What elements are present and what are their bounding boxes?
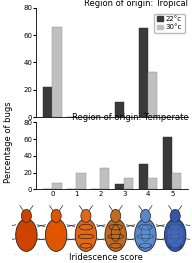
- Ellipse shape: [105, 219, 126, 251]
- Bar: [172, 173, 181, 189]
- Ellipse shape: [81, 209, 91, 222]
- Ellipse shape: [51, 209, 61, 222]
- Bar: [43, 87, 52, 117]
- Bar: [148, 72, 157, 117]
- Ellipse shape: [165, 219, 186, 251]
- Bar: [100, 168, 109, 189]
- Bar: [52, 184, 62, 189]
- Text: Region of origin: Tropical: Region of origin: Tropical: [84, 0, 188, 8]
- Bar: [52, 27, 62, 117]
- Ellipse shape: [111, 209, 121, 222]
- Ellipse shape: [16, 219, 37, 251]
- Ellipse shape: [140, 209, 151, 222]
- Bar: [124, 178, 133, 189]
- Ellipse shape: [168, 223, 183, 247]
- Ellipse shape: [138, 223, 153, 247]
- Bar: [148, 178, 157, 189]
- Bar: [115, 184, 124, 189]
- Text: Percentage of bugs: Percentage of bugs: [4, 101, 13, 183]
- Ellipse shape: [21, 209, 31, 222]
- Text: Region of origin: Temperate: Region of origin: Temperate: [72, 113, 188, 122]
- Ellipse shape: [46, 219, 67, 251]
- Bar: [115, 102, 124, 117]
- Bar: [76, 173, 85, 189]
- Bar: [163, 137, 172, 189]
- Ellipse shape: [135, 219, 156, 251]
- Bar: [139, 164, 148, 189]
- Bar: [139, 28, 148, 117]
- Ellipse shape: [166, 221, 184, 249]
- Text: Iridescence score: Iridescence score: [69, 254, 142, 262]
- Ellipse shape: [170, 209, 180, 222]
- Legend: 22°c, 30°c: 22°c, 30°c: [154, 14, 185, 33]
- Ellipse shape: [75, 219, 97, 251]
